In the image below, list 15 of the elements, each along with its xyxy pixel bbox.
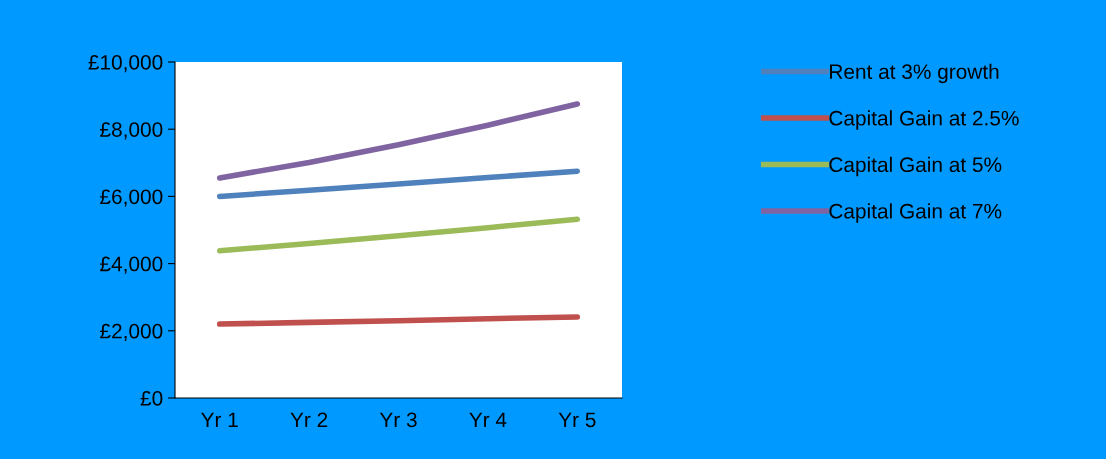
y-tick-label: £0	[140, 391, 163, 406]
x-tick-label: Yr 5	[558, 412, 596, 428]
x-tick-label: Yr 1	[201, 412, 238, 427]
y-tick-label: £2,000	[100, 323, 163, 342]
legend-label: Capital Gain at 2.5%	[829, 110, 1019, 130]
x-tick-label: Yr 2	[290, 412, 328, 427]
y-tick-label: £4,000	[100, 256, 163, 274]
legend-label: Capital Gain at 5%	[829, 156, 1002, 177]
x-tick-label: Yr 3	[379, 412, 417, 428]
y-tick-label: £6,000	[100, 189, 163, 207]
legend-label: Capital Gain at 7%	[829, 203, 1002, 223]
legend-label: Rent at 3% growth	[830, 63, 999, 84]
x-tick-label: Yr 4	[469, 412, 507, 427]
y-tick-label: £10,000	[88, 55, 163, 73]
y-tick-label: £8,000	[100, 122, 163, 140]
